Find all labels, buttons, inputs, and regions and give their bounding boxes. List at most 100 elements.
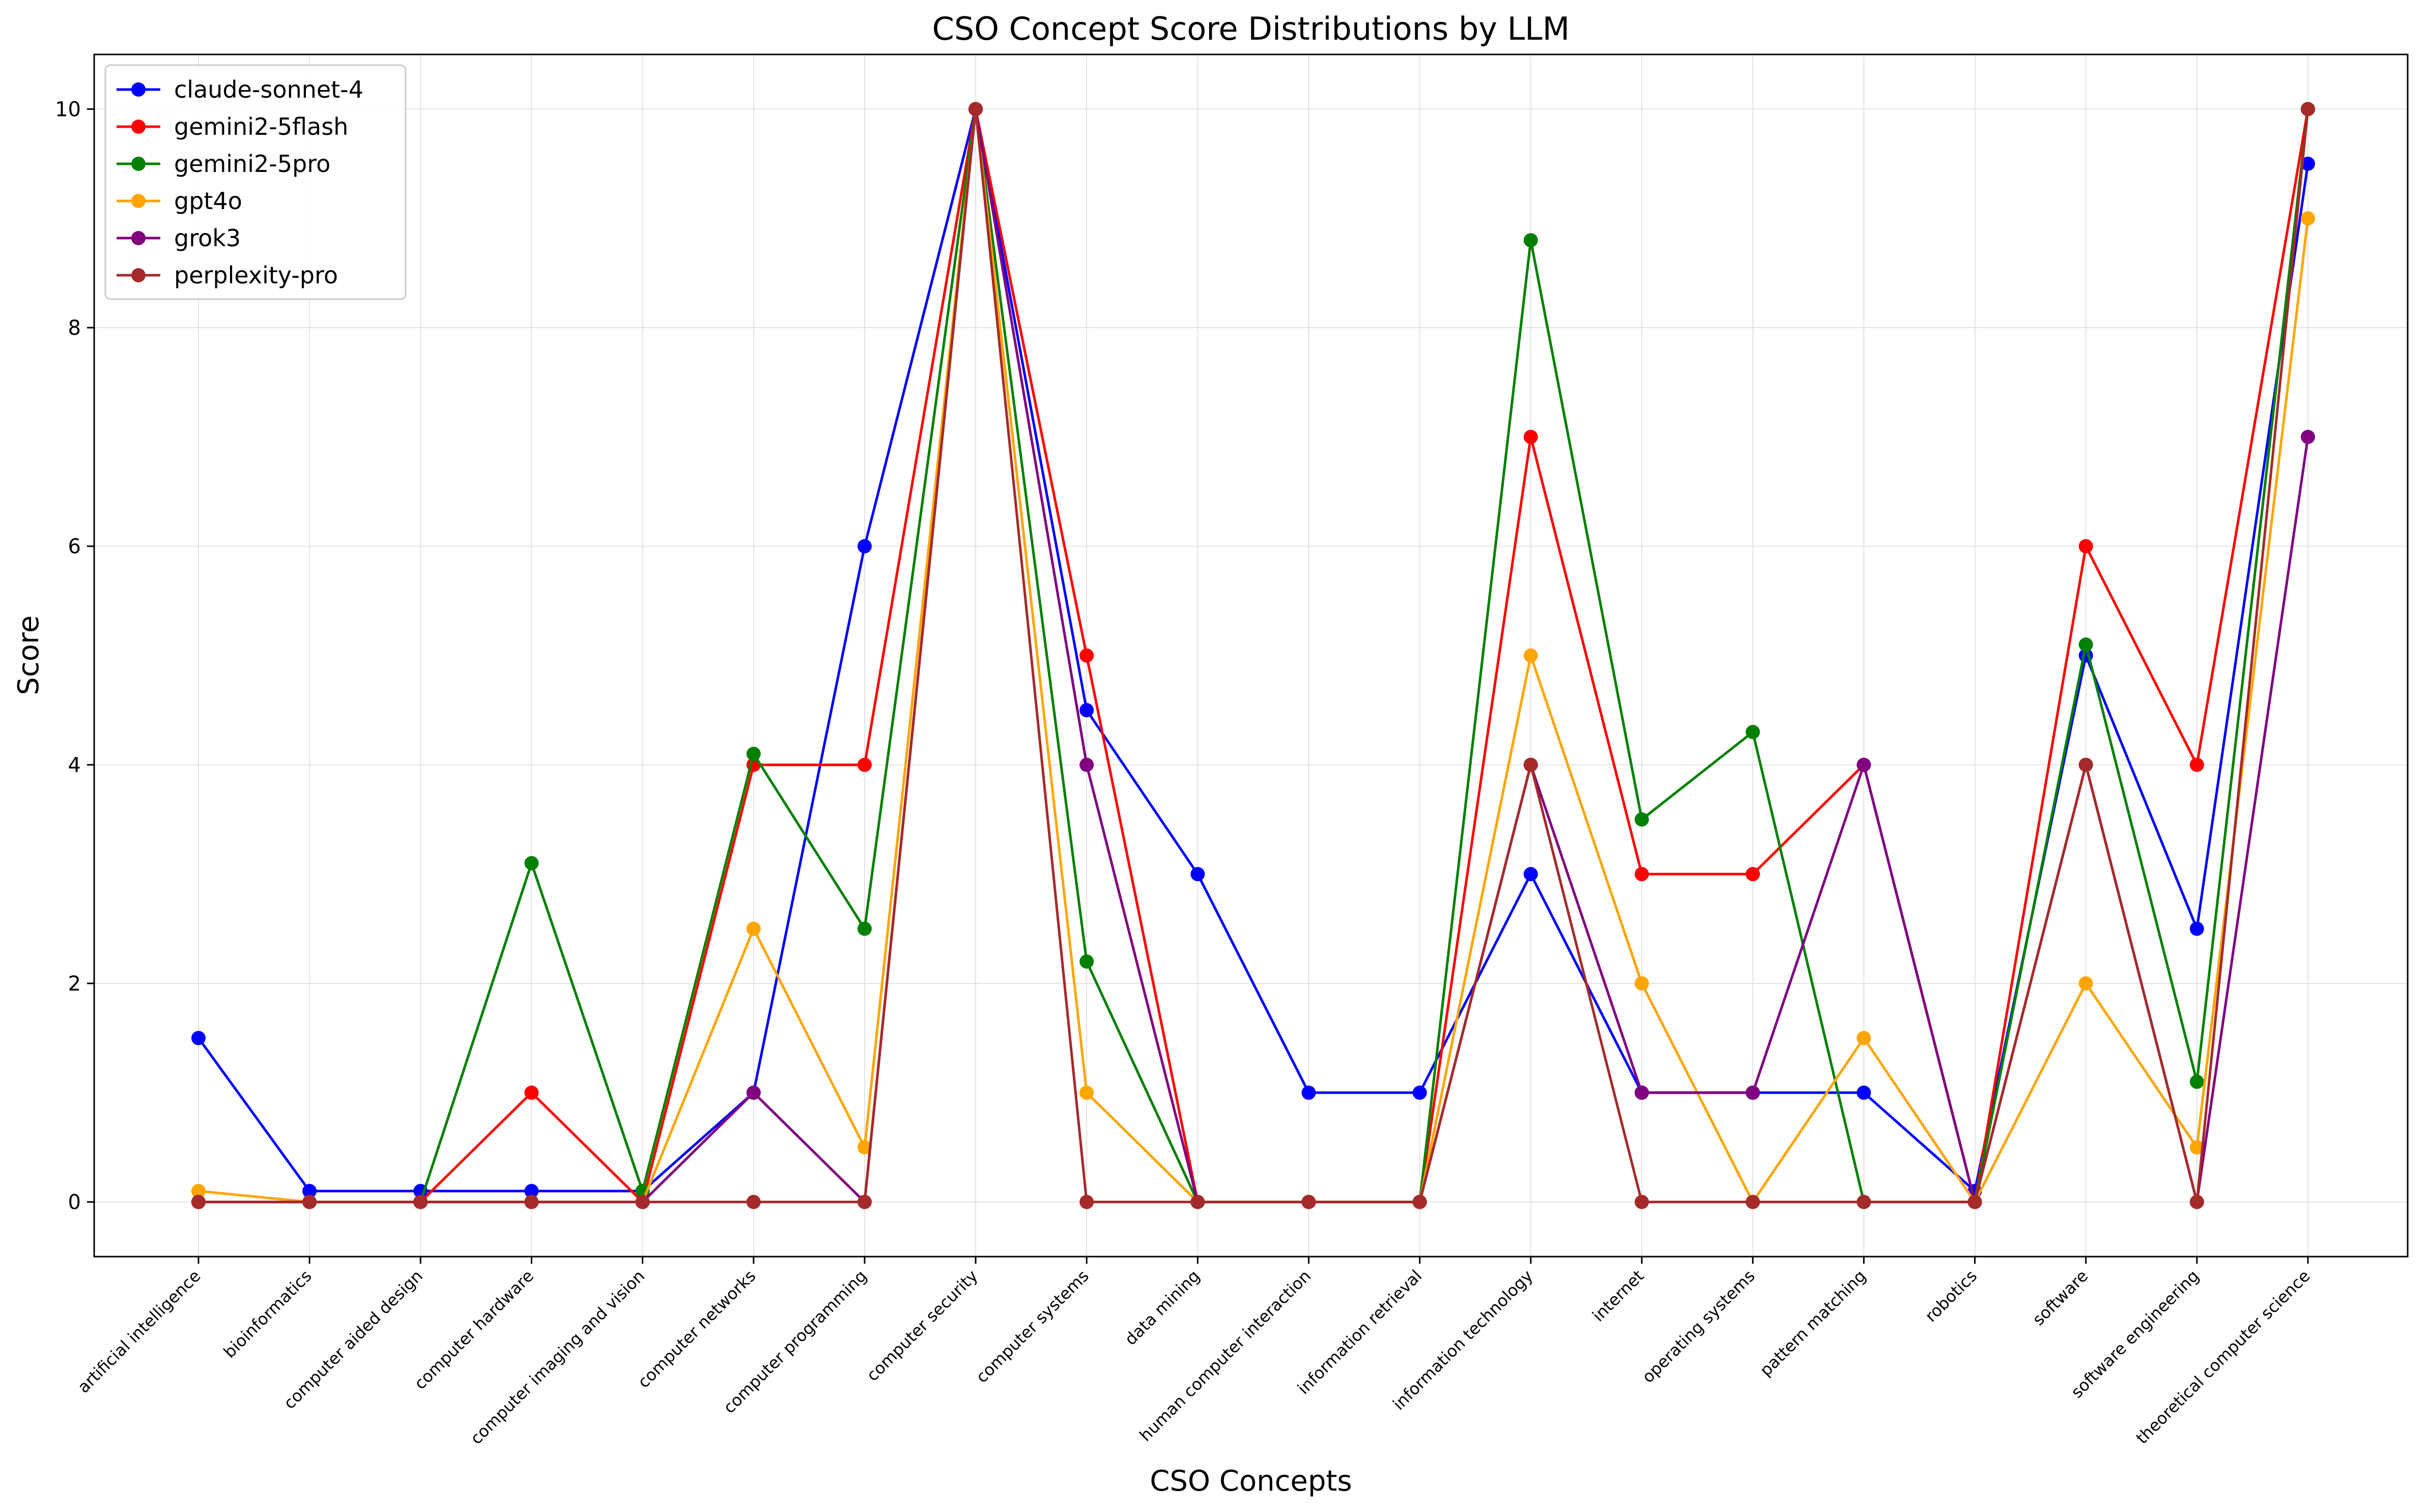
legend-marker xyxy=(131,268,146,282)
series-layer xyxy=(191,102,2315,1209)
legend-label: gemini2-5pro xyxy=(174,150,330,178)
data-point xyxy=(2301,156,2315,171)
data-point xyxy=(857,1195,872,1209)
data-point xyxy=(1523,429,1538,444)
legend-marker xyxy=(131,157,146,171)
data-point xyxy=(857,539,872,554)
data-point xyxy=(524,1195,539,1209)
data-point xyxy=(191,1195,206,1209)
data-point xyxy=(302,1195,317,1209)
data-point xyxy=(1857,1085,1871,1100)
legend: claude-sonnet-4 gemini2-5flash gemini2-5pr… xyxy=(104,64,407,300)
legend-marker xyxy=(131,194,146,208)
data-point xyxy=(1635,976,1649,991)
data-point xyxy=(524,856,539,870)
y-tick-label: 6 xyxy=(68,535,81,559)
data-point xyxy=(1079,1085,1094,1100)
data-point xyxy=(2189,1074,2204,1089)
data-point xyxy=(2301,102,2315,117)
chart-title: CSO Concept Score Distributions by LLM xyxy=(932,10,1570,47)
legend-item: gemini2-5pro xyxy=(117,150,330,178)
data-point xyxy=(746,746,761,761)
data-point xyxy=(1190,1195,1205,1209)
data-point xyxy=(1079,954,1094,969)
data-point xyxy=(746,921,761,936)
legend-item: perplexity-pro xyxy=(117,261,338,289)
data-point xyxy=(746,1195,761,1209)
data-point xyxy=(968,102,983,117)
y-axis-label: Score xyxy=(12,616,45,695)
data-point xyxy=(1079,1195,1094,1209)
y-tick-label: 10 xyxy=(55,98,81,121)
data-point xyxy=(1079,703,1094,717)
data-point xyxy=(1635,867,1649,882)
data-point xyxy=(191,1184,206,1199)
data-point xyxy=(1079,758,1094,772)
data-point xyxy=(1857,1195,1871,1209)
data-point xyxy=(524,1184,539,1199)
data-point xyxy=(1635,812,1649,827)
data-point xyxy=(1746,1085,1760,1100)
data-point xyxy=(1190,867,1205,882)
data-point xyxy=(1523,867,1538,882)
data-point xyxy=(2301,211,2315,226)
data-point xyxy=(1301,1195,1316,1209)
data-point xyxy=(1301,1085,1316,1100)
data-point xyxy=(2189,921,2204,936)
y-tick-label: 4 xyxy=(68,753,81,777)
data-point xyxy=(524,1085,539,1100)
data-point xyxy=(2189,758,2204,772)
legend-item: gemini2-5flash xyxy=(117,113,348,140)
legend-item: grok3 xyxy=(117,224,241,252)
data-point xyxy=(746,1085,761,1100)
legend-label: claude-sonnet-4 xyxy=(174,76,363,103)
x-axis-label: CSO Concepts xyxy=(1150,1465,1352,1498)
legend-marker xyxy=(131,231,146,245)
data-point xyxy=(2301,429,2315,444)
data-point xyxy=(2078,976,2093,991)
data-point xyxy=(1079,648,1094,663)
data-point xyxy=(857,1140,872,1155)
y-tick-label: 8 xyxy=(68,316,81,340)
legend-label: perplexity-pro xyxy=(174,261,338,289)
data-point xyxy=(857,921,872,936)
y-tick-label: 0 xyxy=(68,1191,81,1214)
data-point xyxy=(2189,1140,2204,1155)
legend-label: gemini2-5flash xyxy=(174,113,348,140)
data-point xyxy=(635,1195,650,1209)
data-point xyxy=(1967,1195,1982,1209)
data-point xyxy=(857,758,872,772)
data-point xyxy=(1746,724,1760,739)
data-point xyxy=(2078,539,2093,554)
data-point xyxy=(1746,1195,1760,1209)
y-tick-label: 2 xyxy=(68,972,81,996)
data-point xyxy=(1635,1195,1649,1209)
data-point xyxy=(1746,867,1760,882)
data-point xyxy=(413,1195,428,1209)
legend-box xyxy=(104,64,407,300)
data-point xyxy=(2189,1195,2204,1209)
data-point xyxy=(1523,648,1538,663)
data-point xyxy=(1857,758,1871,772)
data-point xyxy=(2078,758,2093,772)
data-point xyxy=(1412,1085,1427,1100)
legend-marker xyxy=(131,120,146,134)
series-line xyxy=(198,107,2309,1204)
data-point xyxy=(1635,1085,1649,1100)
legend-item: gpt4o xyxy=(117,187,242,215)
data-point xyxy=(302,1184,317,1199)
grid-layer xyxy=(94,54,2408,1257)
data-point xyxy=(191,1031,206,1045)
data-point xyxy=(1857,1031,1871,1045)
plot-area-frame xyxy=(93,53,2409,1258)
series-perplexity-pro xyxy=(191,102,2315,1209)
legend-label: gpt4o xyxy=(174,187,242,215)
legend-marker xyxy=(131,82,146,97)
data-point xyxy=(2078,637,2093,652)
legend-label: grok3 xyxy=(174,224,241,252)
data-point xyxy=(1523,233,1538,248)
data-point xyxy=(1523,758,1538,772)
data-point xyxy=(1412,1195,1427,1209)
